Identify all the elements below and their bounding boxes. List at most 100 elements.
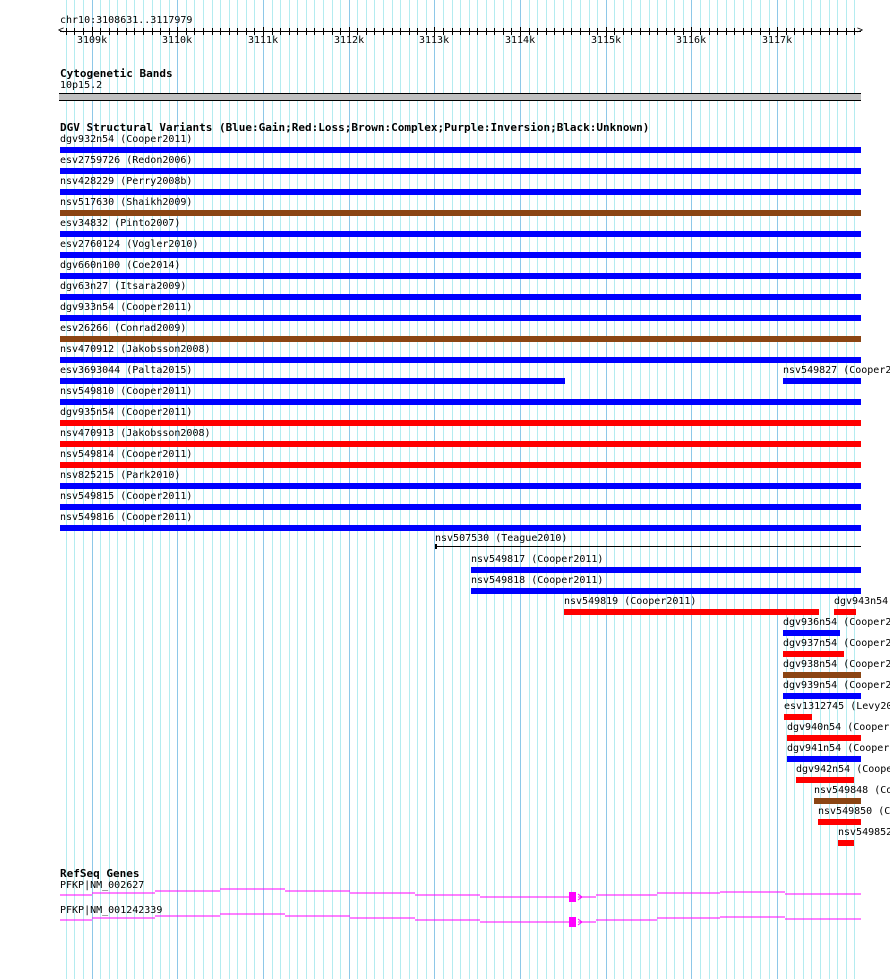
- ruler-right-arrow-icon[interactable]: >: [857, 25, 864, 36]
- variant-label[interactable]: dgv63n27 (Itsara2009): [60, 281, 187, 292]
- variant-bar-gain[interactable]: [60, 273, 861, 279]
- variant-bar-loss[interactable]: [834, 609, 856, 615]
- variant-label[interactable]: dgv932n54 (Cooper2011): [60, 134, 193, 145]
- ruler-tick: [811, 28, 812, 35]
- ruler-tick: [366, 28, 367, 35]
- variant-label[interactable]: esv2760124 (Vogler2010): [60, 239, 199, 250]
- gene-label[interactable]: PFKP|NM_002627: [60, 880, 145, 891]
- variant-bar-loss[interactable]: [60, 462, 861, 468]
- variant-bar-loss[interactable]: [783, 651, 844, 657]
- variant-bar-gain[interactable]: [60, 357, 861, 363]
- variant-label[interactable]: esv2759726 (Redon2006): [60, 155, 193, 166]
- variant-label[interactable]: esv1312745 (Levy2007): [784, 701, 890, 712]
- ruler-tick: [614, 28, 615, 35]
- variant-bar-complex[interactable]: [814, 798, 861, 804]
- refseq-gene-models[interactable]: [0, 885, 890, 930]
- variant-label[interactable]: nsv470912 (Jakobsson2008): [60, 344, 211, 355]
- variant-label[interactable]: dgv943n54 (Cooper2011): [834, 596, 890, 607]
- variant-bar-loss[interactable]: [564, 609, 819, 615]
- variant-bar-gain[interactable]: [783, 378, 861, 384]
- strand-arrow-icon: [577, 893, 583, 901]
- variant-label[interactable]: dgv938n54 (Cooper2011): [783, 659, 890, 670]
- variant-label[interactable]: dgv935n54 (Cooper2011): [60, 407, 193, 418]
- variant-bar-gain[interactable]: [783, 693, 861, 699]
- gene-label[interactable]: PFKP|NM_001242339: [60, 905, 163, 916]
- variant-bar-loss[interactable]: [787, 735, 861, 741]
- variant-label[interactable]: esv34832 (Pinto2007): [60, 218, 181, 229]
- variant-label[interactable]: nsv428229 (Perry2008b): [60, 176, 193, 187]
- variant-label[interactable]: nsv549852 (Cooper2011): [838, 827, 890, 838]
- ruler-tick: [152, 28, 153, 35]
- variant-bar-gain[interactable]: [60, 483, 861, 489]
- variant-label[interactable]: nsv549850 (Cooper2011): [818, 806, 890, 817]
- variant-label[interactable]: dgv942n54 (Cooper2011): [796, 764, 890, 775]
- variant-label[interactable]: nsv517630 (Shaikh2009): [60, 197, 193, 208]
- variant-bar-loss[interactable]: [796, 777, 854, 783]
- variant-label[interactable]: nsv470913 (Jakobsson2008): [60, 428, 211, 439]
- variant-bar-gain[interactable]: [60, 189, 861, 195]
- variant-bar-loss[interactable]: [784, 714, 812, 720]
- variant-bar-gain[interactable]: [60, 378, 565, 384]
- variant-label[interactable]: nsv549818 (Cooper2011): [471, 575, 604, 586]
- variant-bar-complex[interactable]: [60, 336, 861, 342]
- variant-label[interactable]: nsv549848 (Cooper2011): [814, 785, 890, 796]
- variant-bar-gain[interactable]: [60, 399, 861, 405]
- ruler-tick: [109, 28, 110, 35]
- variant-bar-loss[interactable]: [60, 441, 861, 447]
- variant-bar-gain[interactable]: [783, 630, 840, 636]
- cytoband-bar[interactable]: [59, 93, 861, 101]
- ruler-left-arrow-icon[interactable]: <: [58, 25, 65, 36]
- variant-bar-complex[interactable]: [60, 210, 861, 216]
- variant-label[interactable]: nsv825215 (Park2010): [60, 470, 181, 481]
- variant-bar-gain[interactable]: [60, 294, 861, 300]
- variant-label[interactable]: nsv549819 (Cooper2011): [564, 596, 697, 607]
- variant-bar-unknown[interactable]: [435, 546, 861, 547]
- variant-bar-gain[interactable]: [60, 525, 861, 531]
- variant-label[interactable]: nsv549827 (Cooper2011): [783, 365, 890, 376]
- variant-label[interactable]: nsv549814 (Cooper2011): [60, 449, 193, 460]
- exon-block: [569, 917, 576, 927]
- variant-label[interactable]: dgv941n54 (Cooper2011): [787, 743, 890, 754]
- ruler-tick: [777, 27, 778, 36]
- variant-label[interactable]: esv3693044 (Palta2015): [60, 365, 193, 376]
- variant-label[interactable]: dgv940n54 (Cooper2011): [787, 722, 890, 733]
- variant-bar-gain[interactable]: [471, 588, 861, 594]
- variant-bar-complex[interactable]: [783, 672, 861, 678]
- cytoband-label: 10p15.2: [60, 80, 103, 91]
- variant-label[interactable]: nsv507530 (Teague2010): [435, 533, 568, 544]
- variant-label[interactable]: nsv549810 (Cooper2011): [60, 386, 193, 397]
- variant-bar-gain[interactable]: [60, 168, 861, 174]
- variant-bar-gain[interactable]: [60, 252, 861, 258]
- ruler-tick-label: 3111k: [248, 35, 279, 46]
- variant-bar-gain[interactable]: [471, 567, 861, 573]
- ruler-tick: [254, 28, 255, 35]
- ruler-tick: [117, 28, 118, 35]
- variant-label[interactable]: esv26266 (Conrad2009): [60, 323, 187, 334]
- variant-label[interactable]: dgv937n54 (Cooper2011): [783, 638, 890, 649]
- variant-bar-gain[interactable]: [787, 756, 861, 762]
- ruler-tick: [443, 28, 444, 35]
- variant-label[interactable]: dgv939n54 (Cooper2011): [783, 680, 890, 691]
- variant-label[interactable]: dgv660n100 (Coe2014): [60, 260, 181, 271]
- variant-bar-loss[interactable]: [838, 840, 854, 846]
- exon-block: [569, 892, 576, 902]
- ruler-tick: [546, 28, 547, 35]
- variant-label[interactable]: nsv549815 (Cooper2011): [60, 491, 193, 502]
- ruler-tick: [786, 28, 787, 35]
- variant-bar-loss[interactable]: [60, 420, 861, 426]
- ruler-tick: [417, 28, 418, 35]
- variant-label[interactable]: dgv933n54 (Cooper2011): [60, 302, 193, 313]
- variant-bar-loss[interactable]: [818, 819, 861, 825]
- ruler-tick: [529, 28, 530, 35]
- ruler-tick: [751, 28, 752, 35]
- location-label: chr10:3108631..3117979: [60, 15, 193, 26]
- variant-bar-gain[interactable]: [60, 315, 861, 321]
- variant-label[interactable]: nsv549816 (Cooper2011): [60, 512, 193, 523]
- variant-bar-gain[interactable]: [60, 147, 861, 153]
- ruler-tick: [400, 28, 401, 35]
- ruler-tick: [580, 28, 581, 35]
- variant-bar-gain[interactable]: [60, 504, 861, 510]
- variant-bar-gain[interactable]: [60, 231, 861, 237]
- variant-label[interactable]: dgv936n54 (Cooper2011): [783, 617, 890, 628]
- variant-label[interactable]: nsv549817 (Cooper2011): [471, 554, 604, 565]
